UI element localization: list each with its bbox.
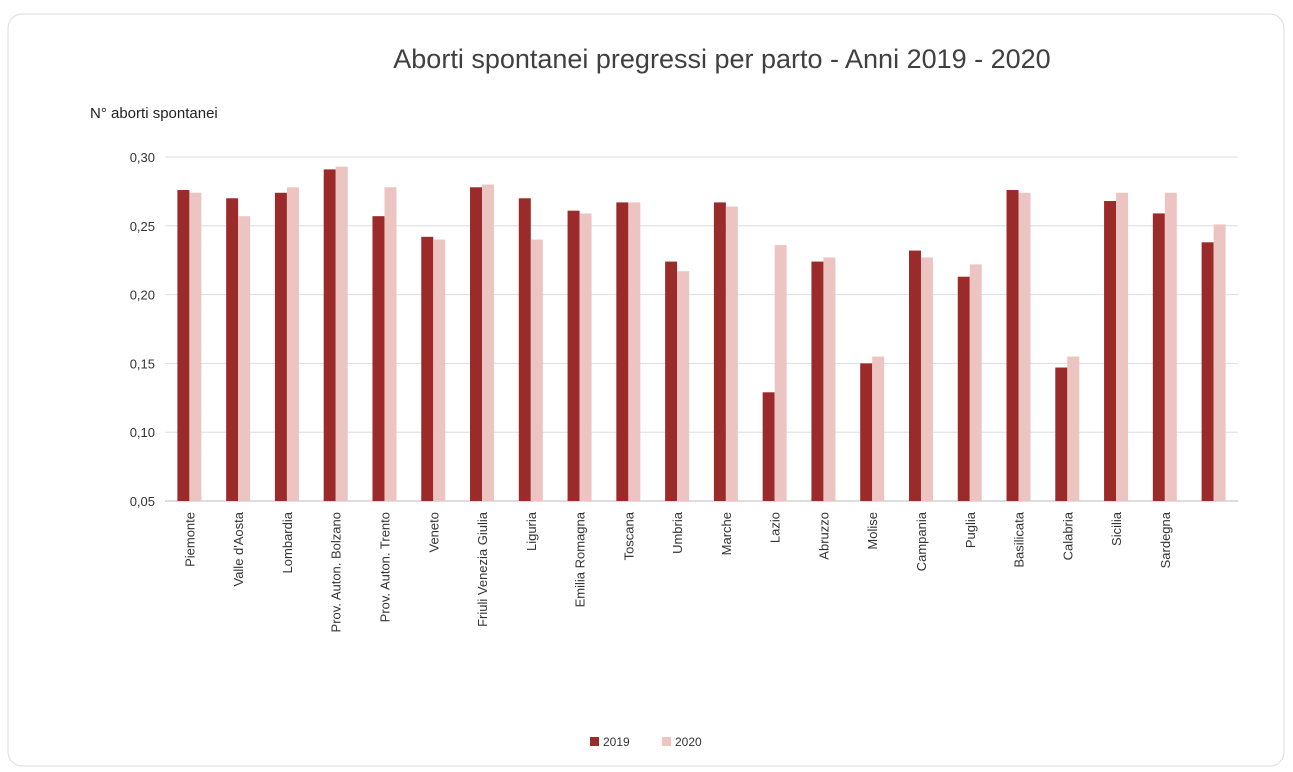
y-axis-label: N° aborti spontanei bbox=[90, 105, 218, 122]
bar bbox=[860, 363, 873, 501]
bar bbox=[1116, 192, 1129, 501]
bar bbox=[323, 169, 336, 501]
legend-label: 2019 bbox=[603, 735, 630, 749]
bar bbox=[665, 261, 678, 501]
bar bbox=[762, 392, 775, 501]
y-tick-label: 0,15 bbox=[130, 356, 155, 371]
bar bbox=[908, 250, 921, 501]
x-tick-label: Campania bbox=[914, 511, 929, 571]
bar bbox=[920, 257, 933, 501]
x-tick-label: Abruzzo bbox=[816, 512, 831, 560]
chart-title: Aborti spontanei pregressi per parto - A… bbox=[393, 44, 1050, 74]
y-tick-label: 0,10 bbox=[130, 425, 155, 440]
y-tick-label: 0,25 bbox=[130, 219, 155, 234]
bar bbox=[530, 239, 543, 501]
y-tick-label: 0,05 bbox=[130, 494, 155, 509]
x-tick-label: Sicilia bbox=[1109, 511, 1124, 546]
x-tick-label: Liguria bbox=[524, 511, 539, 551]
bar bbox=[1006, 190, 1019, 502]
bar bbox=[1164, 192, 1177, 501]
bar bbox=[1104, 201, 1117, 502]
x-tick-label: Prov. Auton. Bolzano bbox=[329, 512, 344, 632]
bar bbox=[177, 190, 190, 502]
legend-label: 2020 bbox=[675, 735, 702, 749]
bar bbox=[1018, 192, 1031, 501]
bar bbox=[872, 356, 885, 501]
x-tick-label: Piemonte bbox=[182, 512, 197, 567]
bar bbox=[1067, 356, 1080, 501]
bar bbox=[1055, 367, 1068, 501]
y-tick-label: 0,20 bbox=[130, 288, 155, 303]
bar bbox=[335, 166, 348, 501]
bar bbox=[372, 216, 385, 501]
legend-swatch bbox=[662, 737, 671, 746]
bar bbox=[518, 198, 531, 501]
y-tick-label: 0,30 bbox=[130, 150, 155, 165]
x-tick-label: Prov. Auton. Trento bbox=[377, 512, 392, 622]
bar bbox=[628, 202, 641, 501]
x-tick-label: Molise bbox=[865, 512, 880, 550]
bar bbox=[811, 261, 824, 501]
bar bbox=[1152, 213, 1165, 501]
x-tick-label: Umbria bbox=[670, 511, 685, 554]
x-tick-label: Toscana bbox=[621, 511, 636, 560]
bar bbox=[226, 198, 239, 501]
bar bbox=[274, 192, 287, 501]
x-tick-label: Friuli Venezia Giulia bbox=[475, 511, 490, 627]
bar bbox=[470, 187, 483, 501]
bar bbox=[616, 202, 629, 501]
x-tick-label: Calabria bbox=[1060, 511, 1075, 560]
bar bbox=[774, 245, 787, 501]
legend-swatch bbox=[590, 737, 599, 746]
bar bbox=[421, 236, 434, 502]
bar bbox=[482, 184, 495, 501]
bar bbox=[823, 257, 836, 501]
x-tick-label: Valle d'Aosta bbox=[231, 511, 246, 586]
bar bbox=[579, 213, 592, 501]
bar bbox=[1213, 224, 1226, 501]
x-tick-label: Lombardia bbox=[280, 511, 295, 573]
x-tick-label: Veneto bbox=[426, 512, 441, 553]
bar bbox=[238, 216, 251, 501]
x-tick-label: Puglia bbox=[963, 511, 978, 548]
bar bbox=[1201, 242, 1214, 501]
x-tick-label: Basilicata bbox=[1012, 511, 1027, 567]
x-tick-label: Emilia Romagna bbox=[573, 511, 588, 607]
x-tick-label: Marche bbox=[719, 512, 734, 555]
x-tick-label: Lazio bbox=[768, 512, 783, 543]
bar bbox=[969, 264, 982, 501]
bar bbox=[384, 187, 397, 501]
x-tick-label: Sardegna bbox=[1158, 511, 1173, 568]
bar bbox=[433, 239, 446, 501]
bar bbox=[286, 187, 299, 501]
bar bbox=[677, 271, 690, 501]
bar bbox=[957, 276, 970, 501]
bar bbox=[713, 202, 726, 501]
bar bbox=[567, 210, 580, 501]
bar bbox=[725, 206, 738, 501]
bar bbox=[189, 192, 202, 501]
